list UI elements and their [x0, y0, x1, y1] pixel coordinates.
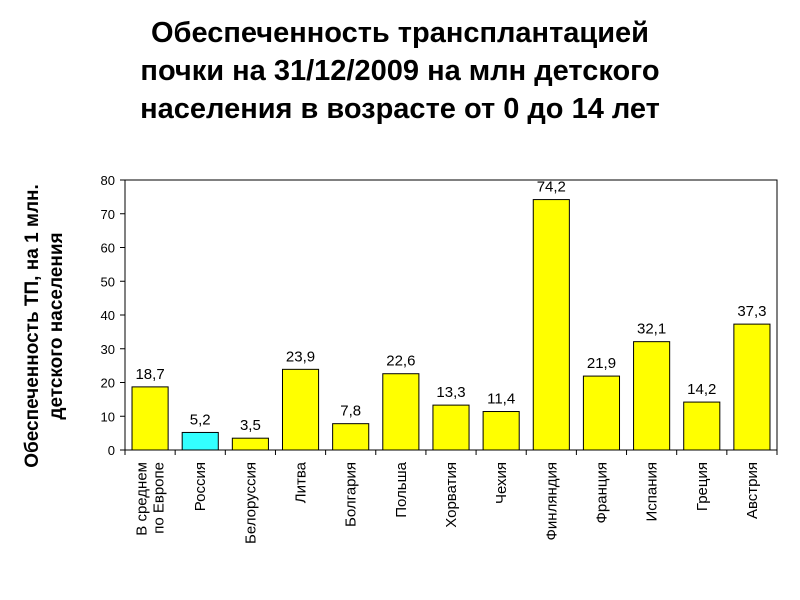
data-label: 18,7	[135, 366, 164, 383]
data-label: 74,2	[537, 179, 566, 196]
bar	[582, 375, 621, 451]
bar	[683, 401, 721, 451]
data-label: 11,4	[487, 391, 515, 408]
category-label: Польша	[393, 461, 410, 517]
category-label: Белоруссия	[242, 462, 259, 544]
bar	[633, 341, 671, 451]
bar	[281, 368, 320, 451]
data-label: 13,3	[436, 384, 465, 401]
y-tick-label: 70	[101, 207, 115, 222]
chart-title-line-1: Обеспеченность трансплантацией	[150, 17, 650, 49]
category-label: Австрия	[744, 462, 761, 519]
data-label: 7,8	[340, 403, 361, 420]
category-label: Финляндия	[543, 462, 560, 540]
chart-title: Обеспеченность трансплантацией почки на …	[0, 14, 800, 128]
data-label: 5,2	[190, 411, 211, 428]
bar	[482, 411, 520, 451]
category-label: Литва	[293, 461, 310, 503]
y-tick-label: 40	[101, 308, 115, 323]
value-labels: 18,7 5,2 3,5 23,9 7,8 22,6 13,3 11,4 74,2 21,9 32,…	[135, 179, 766, 435]
y-tick-label: 0	[108, 443, 115, 458]
bars	[131, 199, 771, 451]
bar	[231, 437, 269, 451]
y-tick-label: 50	[101, 274, 115, 289]
bar	[382, 373, 420, 451]
data-label: 3,5	[240, 417, 261, 434]
category-label: Болгария	[343, 462, 360, 527]
bar	[131, 386, 169, 451]
category-label: Испания	[644, 462, 661, 522]
category-label: Россия	[192, 462, 209, 511]
bar	[532, 199, 570, 451]
y-tick-label: 20	[101, 376, 115, 391]
bar	[432, 404, 470, 451]
x-axis: В среднем по Европе Россия Белоруссия Литва Б…	[124, 450, 778, 544]
data-label: 21,9	[587, 355, 616, 372]
y-axis-label-line-2: детского населения	[46, 232, 67, 419]
category-label: по Европе	[151, 462, 168, 534]
data-label: 32,1	[637, 321, 666, 338]
data-label: 14,2	[687, 381, 716, 398]
y-tick-label: 30	[101, 342, 115, 357]
bar	[181, 431, 219, 451]
category-label: В среднем	[134, 462, 151, 536]
data-label: 37,3	[737, 303, 766, 320]
y-axis-label: Обеспеченность ТП, на 1 млн. детского на…	[22, 184, 67, 468]
chart-title-line-2: почки на 31/12/2009 на млн детского	[140, 55, 660, 87]
y-tick-label: 60	[101, 241, 115, 256]
category-label: Чехия	[493, 462, 510, 504]
category-label: Франция	[593, 462, 610, 523]
bar	[332, 423, 370, 451]
data-label: 22,6	[386, 353, 415, 370]
y-axis-label-line-1: Обеспеченность ТП, на 1 млн.	[22, 184, 43, 468]
y-tick-label: 10	[101, 409, 115, 424]
category-label: Греция	[694, 462, 711, 511]
y-axis: 0 10 20 30 40 50 60 70 80	[101, 173, 125, 458]
data-label: 23,9	[286, 348, 315, 365]
category-label: Хорватия	[443, 462, 460, 528]
chart-title-line-3: населения в возрасте от 0 до 14 лет	[140, 93, 660, 125]
y-tick-label: 80	[101, 173, 115, 188]
bar	[733, 323, 771, 451]
